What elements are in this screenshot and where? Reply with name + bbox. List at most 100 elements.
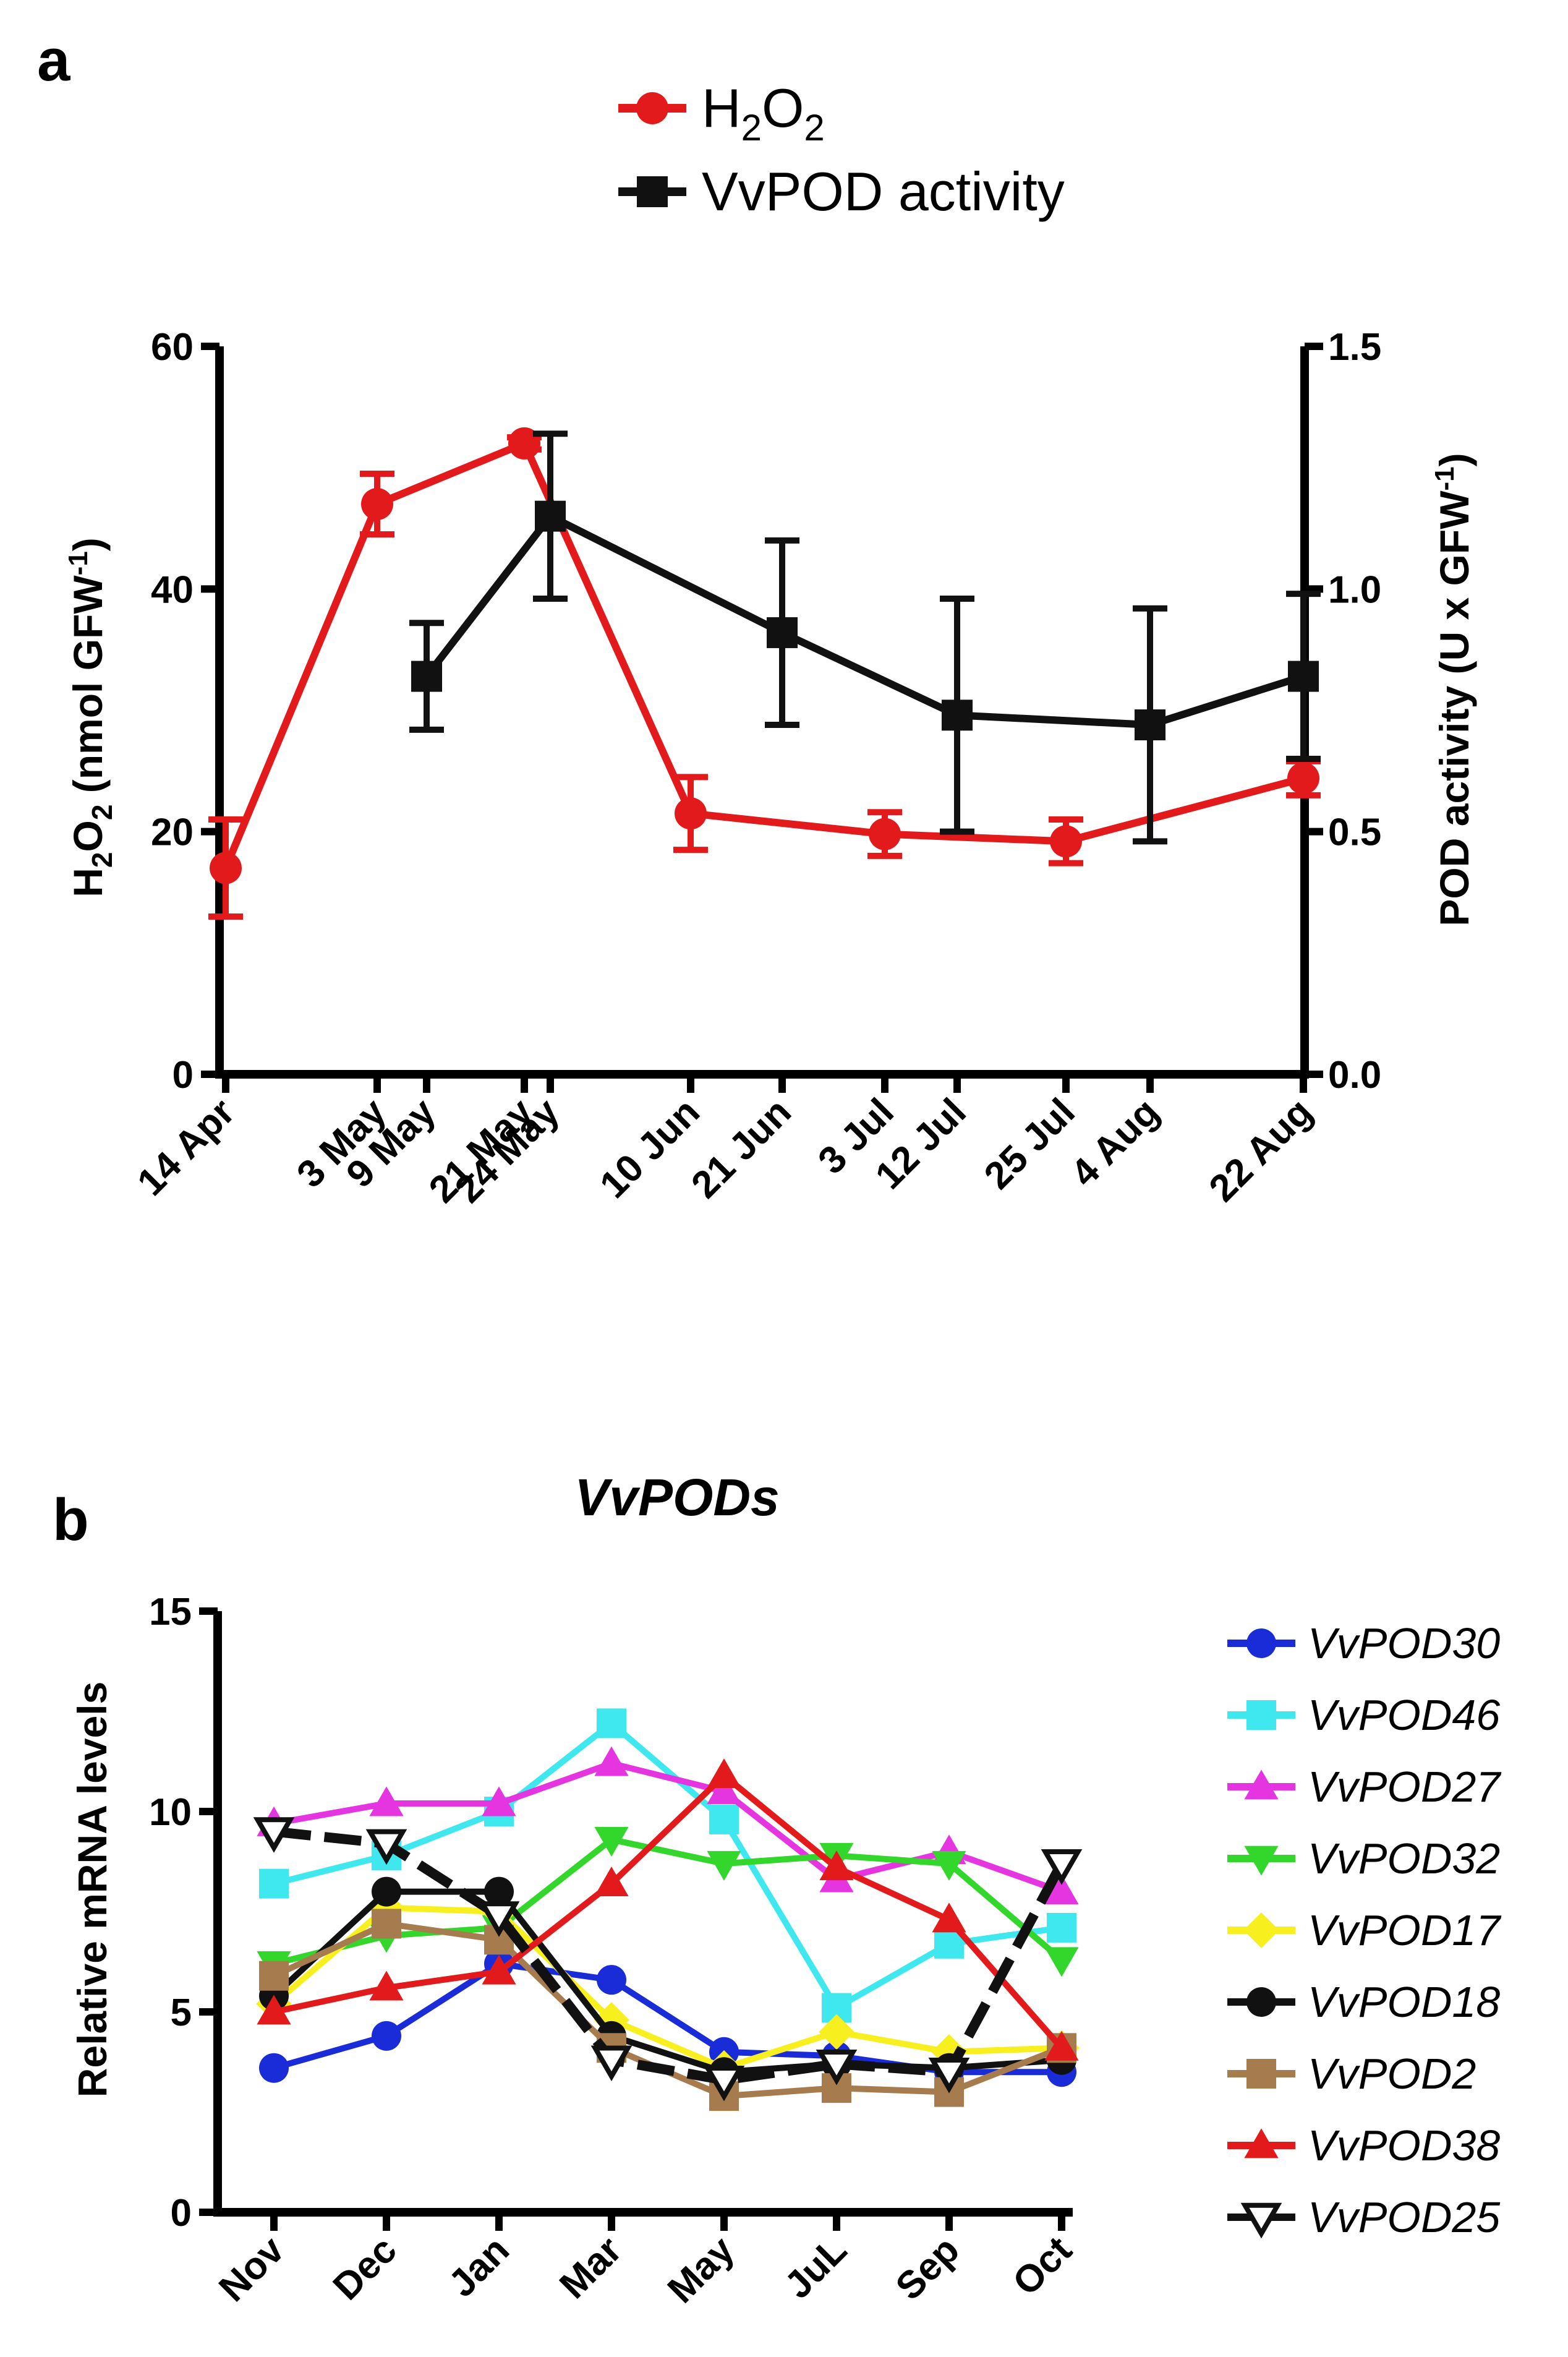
x-tick-label-14-apr: 14 Apr — [129, 1090, 243, 1204]
point-vvpod30-mar — [597, 1965, 626, 1995]
legend-label-vvpod27: VvPOD27 — [1308, 1763, 1502, 1811]
point-vvpod38-may — [707, 1758, 741, 1789]
right-tick-label-0-5: 0.5 — [1328, 811, 1381, 854]
panel-b-series — [253, 1708, 1083, 2111]
b-x-tick-label-jul: JuL — [777, 2228, 855, 2307]
panel-b-ylabel: Relative mRNA levels — [69, 1682, 115, 2098]
panel-a-left-ticks: 0 20 40 60 — [151, 326, 219, 1097]
b-x-tick-label-mar: Mar — [552, 2228, 630, 2307]
point-vvpod25-nov — [253, 1817, 295, 1853]
point-h2o2-21-may — [508, 427, 540, 460]
legend-swatch-marker-vvpod38 — [1244, 2128, 1279, 2158]
series-line-vvpod32 — [273, 1836, 1064, 1967]
series-vvpod-activity — [409, 430, 1321, 845]
point-vvpod25-mar — [590, 2045, 633, 2082]
point-vvpod-activity-22-aug — [1288, 661, 1319, 692]
panel-b-legend: VvPOD30 VvPOD46 VvPOD27 VvPOD32 VvPOD17 VvPOD… — [1227, 1619, 1502, 2241]
legend-entry-vvpod46: VvPOD46 — [1227, 1691, 1500, 1739]
point-vvpod25-dec — [365, 1829, 407, 1865]
b-x-tick-label-may: May — [660, 2228, 743, 2311]
legend-swatch-marker-vvpod25 — [1240, 2202, 1282, 2239]
point-vvpod32-oct — [1044, 1947, 1079, 1977]
point-vvpod38-jul — [819, 1850, 854, 1881]
point-vvpod27-jan — [482, 1786, 516, 1816]
point-vvpod46-oct — [1047, 1912, 1076, 1943]
point-vvpod30-nov — [259, 2053, 289, 2083]
point-vvpod46-may — [709, 1804, 739, 1834]
b-y-tick-label-5: 5 — [171, 1991, 192, 2034]
point-vvpod38-mar — [594, 1867, 629, 1897]
legend-swatch-marker-vvpod18 — [1246, 1987, 1276, 2017]
point-vvpod-activity-12-jul — [942, 699, 973, 731]
b-x-tick-label-nov: Nov — [211, 2228, 292, 2310]
left-tick-label-60: 60 — [151, 326, 194, 369]
panel-a-right-ylabel: POD activity (U x GFW-1) — [1430, 453, 1477, 926]
panel-b-title: VvPODs — [574, 1468, 780, 1526]
legend-entry-vvpod25: VvPOD25 — [1227, 2193, 1501, 2241]
b-x-tick-label-jan: Jan — [441, 2228, 518, 2305]
right-tick-label-1-5: 1.5 — [1328, 326, 1381, 369]
legend-entry-vvpod2: VvPOD2 — [1227, 2050, 1476, 2098]
point-vvpod27-dec — [369, 1786, 404, 1816]
panel-b-x-ticks: Nov Dec Jan Mar May JuL Sep Oct — [211, 2212, 1080, 2311]
panel-b-label: b — [53, 1487, 89, 1553]
series-line-vvpod27 — [273, 1760, 1063, 1895]
x-tick-label-25-jul: 25 Jul — [976, 1090, 1083, 1197]
panel-a-series — [208, 427, 1321, 920]
x-tick-label-22-aug: 22 Aug — [1201, 1090, 1321, 1210]
point-vvpod-activity-21-jun — [767, 617, 798, 648]
legend-label-vvpod38: VvPOD38 — [1308, 2121, 1500, 2170]
left-tick-label-0: 0 — [173, 1054, 194, 1097]
legend-label-vvpod32: VvPOD32 — [1308, 1834, 1500, 1883]
legend-h2o2-label: H2O2 — [702, 77, 825, 148]
legend-label-vvpod46: VvPOD46 — [1308, 1691, 1500, 1739]
right-tick-label-1-0: 1.0 — [1328, 568, 1381, 611]
series-line-vvpod18 — [271, 1888, 1062, 2076]
point-vvpod2-dec — [372, 1909, 401, 1939]
panel-a-right-ticks: 0.0 0.5 1.0 1.5 — [1305, 326, 1381, 1097]
point-vvpod18-jan — [484, 1876, 514, 1907]
x-tick-label-4-aug: 4 Aug — [1063, 1090, 1167, 1195]
legend-entry-h2o2: H2O2 — [618, 77, 825, 148]
legend-swatch-marker-vvpod17 — [1243, 1912, 1279, 1948]
x-tick-label-21-jun: 21 Jun — [683, 1090, 799, 1207]
point-vvpod32-mar — [594, 1826, 629, 1857]
point-vvpod-activity-4-aug — [1135, 709, 1165, 741]
point-vvpod38-jan — [482, 1954, 516, 1985]
b-x-tick-label-dec: Dec — [325, 2228, 405, 2308]
point-vvpod2-nov — [259, 1961, 289, 1991]
point-h2o2-14-apr — [210, 852, 242, 884]
legend-label-vvpod17: VvPOD17 — [1308, 1906, 1502, 1954]
x-tick-label-10-jun: 10 Jun — [592, 1090, 708, 1207]
legend-swatch-marker-vvpod32 — [1244, 1846, 1279, 1876]
point-vvpod25-jan — [478, 1901, 520, 1937]
legend-swatch-marker-vvpod46 — [1246, 1700, 1276, 1730]
series-line-vvpod25 — [273, 1826, 1067, 2085]
panel-b-y-ticks: 0 5 10 15 — [149, 1591, 218, 2235]
panel-a-label: a — [37, 27, 70, 93]
legend-entry-vvpod27: VvPOD27 — [1227, 1763, 1502, 1811]
point-vvpod25-oct — [1041, 1849, 1083, 1885]
point-vvpod27-may — [707, 1774, 741, 1804]
point-vvpod25-jul — [816, 2050, 858, 2085]
right-tick-label-0-0: 0.0 — [1328, 1054, 1381, 1097]
panel-a-legend: H2O2 VvPOD activity — [618, 77, 1065, 222]
point-vvpod32-sep — [932, 1850, 966, 1881]
legend-vvpod-swatch-marker — [637, 176, 668, 207]
b-y-tick-label-15: 15 — [149, 1591, 192, 1633]
series-line-vvpod17 — [271, 1904, 1062, 2071]
point-vvpod25-sep — [928, 2058, 970, 2094]
point-vvpod46-nov — [259, 1868, 289, 1899]
series-vvpod38 — [257, 1758, 1079, 2061]
legend-h2o2-swatch-marker — [636, 92, 668, 124]
point-vvpod32-may — [707, 1850, 741, 1881]
b-y-tick-label-0: 0 — [171, 2192, 192, 2235]
point-vvpod30-dec — [372, 2021, 401, 2051]
legend-label-vvpod18: VvPOD18 — [1308, 1978, 1500, 2026]
point-vvpod-activity-9-may — [411, 661, 442, 692]
point-vvpod27-oct — [1044, 1875, 1079, 1904]
panel-a: a H2O2 VvPOD activity 0 20 40 60 0.0 0.5 1.0 1… — [37, 27, 1477, 1211]
legend-entry-vvpod-activity: VvPOD activity — [618, 161, 1065, 222]
